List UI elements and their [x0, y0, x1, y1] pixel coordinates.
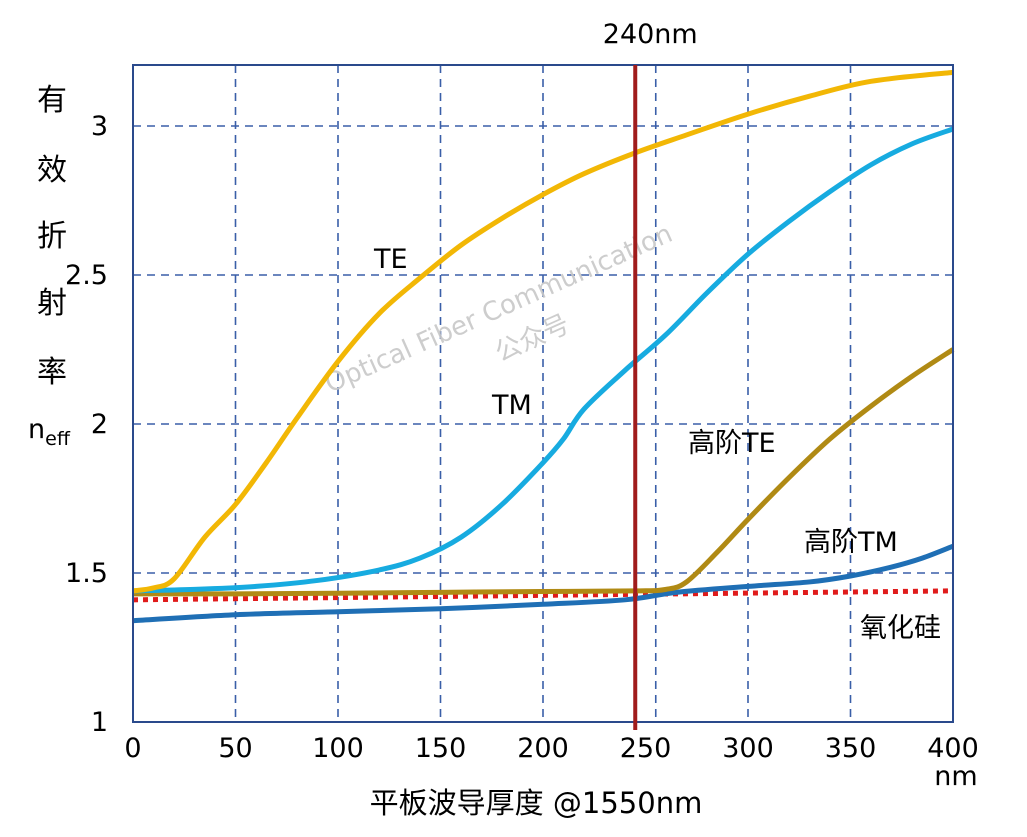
y-axis-label-char: 折 [37, 219, 67, 254]
x-tick-label: 150 [415, 733, 467, 764]
y-tick-label: 2.5 [65, 260, 108, 291]
plot-border [132, 64, 954, 723]
series-line [132, 543, 954, 624]
x-tick-label: 250 [620, 733, 672, 764]
y-axis-label-char: 率 [37, 355, 67, 390]
series-label: 高阶TE [688, 428, 776, 459]
series-group [132, 69, 955, 624]
plot-frame [132, 64, 954, 723]
x-tick-label: 200 [517, 733, 569, 764]
x-tick-label: 350 [825, 733, 877, 764]
series-line [132, 347, 955, 597]
x-axis-label: 平板波导厚度 @1550nm [370, 786, 703, 820]
y-axis-label-char: 效 [37, 153, 67, 188]
y-tick-label: 1.5 [65, 558, 108, 589]
marker-line-group: 240nm [603, 19, 698, 730]
series-label: 氧化硅 [860, 613, 941, 644]
x-tick-label: 300 [722, 733, 774, 764]
series-line [132, 126, 954, 594]
y-axis-label-char: 有 [37, 83, 67, 118]
grid [133, 65, 953, 722]
series-label: TE [373, 244, 408, 275]
x-tick-label: 0 [124, 733, 141, 764]
y-tick-label: 1 [91, 707, 108, 738]
series-label: TM [491, 390, 532, 421]
marker-label: 240nm [603, 19, 698, 50]
y-axis-symbol: neff [28, 414, 71, 450]
y-tick-label: 2 [91, 409, 108, 440]
series-line [132, 69, 954, 594]
x-tick-label: 100 [312, 733, 364, 764]
x-tick-label: 400 [927, 733, 979, 764]
y-axis-symbol-subscript: eff [45, 428, 71, 450]
y-axis-label-char: 射 [37, 286, 67, 321]
y-tick-label: 3 [91, 111, 108, 142]
series-line [132, 588, 954, 603]
series-label: 高阶TM [804, 527, 898, 558]
x-unit-label: nm [934, 761, 977, 792]
x-tick-label: 50 [218, 733, 252, 764]
